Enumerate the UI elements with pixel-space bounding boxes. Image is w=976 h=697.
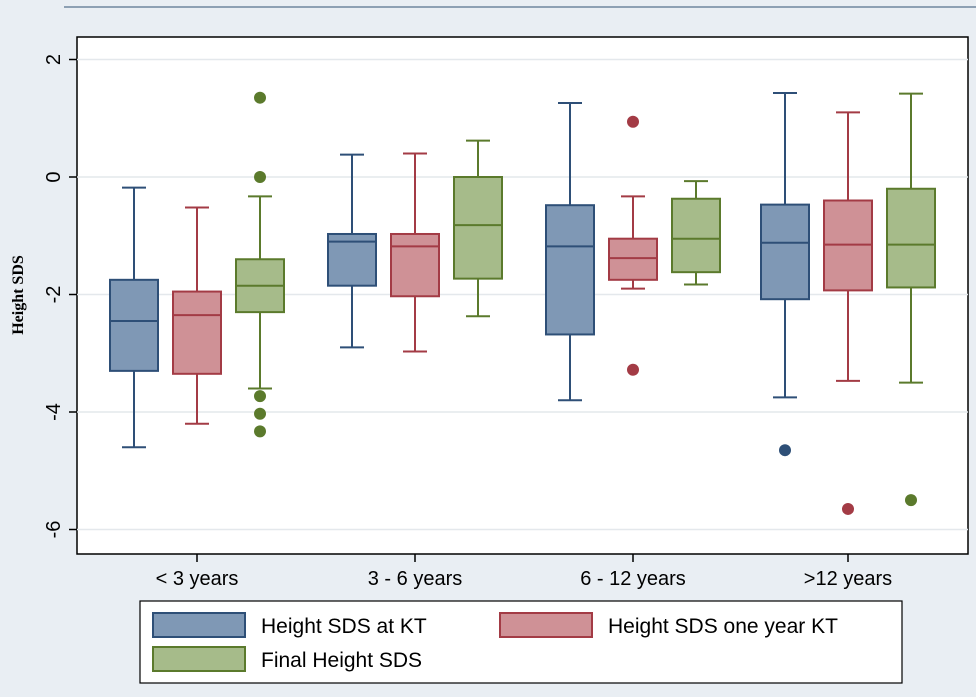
y-tick-label: -6 <box>43 521 65 539</box>
outlier-point <box>905 494 917 507</box>
legend-label: Height SDS at KT <box>261 615 427 638</box>
legend-label: Final Height SDS <box>261 649 422 672</box>
box-2-3 <box>608 115 658 376</box>
outlier-point <box>254 91 266 104</box>
y-axis-label: Height SDS <box>10 255 27 335</box>
legend-swatch <box>499 612 593 638</box>
legend-entry-1: Height SDS at KT <box>152 612 427 638</box>
box-2-4 <box>823 111 873 515</box>
y-tick-label: 2 <box>43 54 65 65</box>
x-tick-label: >12 years <box>804 568 892 590</box>
box-3-3 <box>671 180 721 286</box>
box-series <box>109 91 936 515</box>
iqr-box <box>760 203 810 301</box>
plot-area <box>76 36 969 555</box>
iqr-box <box>172 290 222 375</box>
outlier-point <box>779 444 791 457</box>
x-tick-label: 6 - 12 years <box>580 568 686 590</box>
box-1-4 <box>760 91 810 457</box>
box-3-1 <box>235 91 285 438</box>
iqr-box <box>109 278 159 372</box>
box-3-2 <box>453 139 503 318</box>
box-1-2 <box>327 153 377 349</box>
legend-swatch <box>152 646 246 672</box>
legend-entry-2: Height SDS one year KT <box>499 612 838 638</box>
y-tick-label: -2 <box>43 286 65 304</box>
outlier-point <box>254 390 266 403</box>
x-tick-label: 3 - 6 years <box>368 568 462 590</box>
iqr-box <box>390 232 440 298</box>
outlier-point <box>627 115 639 128</box>
outlier-point <box>842 502 854 515</box>
outlier-point <box>254 171 266 183</box>
y-tick-label: 0 <box>43 171 65 182</box>
legend: Height SDS at KT Height SDS one year KT Fi… <box>139 600 903 684</box>
outlier-point <box>254 407 266 420</box>
box-2-2 <box>390 152 440 353</box>
x-tick-label: < 3 years <box>156 568 239 590</box>
x-axis: < 3 years 3 - 6 years 6 - 12 years >12 year… <box>156 554 892 590</box>
iqr-box <box>671 197 721 274</box>
box-1-1 <box>109 186 159 449</box>
outlier-point <box>254 425 266 438</box>
outlier-point <box>627 363 639 376</box>
legend-entry-3: Final Height SDS <box>152 646 422 672</box>
iqr-box <box>545 204 595 336</box>
iqr-box <box>886 187 936 289</box>
legend-swatch <box>152 612 246 638</box>
y-axis: 2 0 -2 -4 -6 <box>43 54 77 538</box>
iqr-box <box>453 176 503 280</box>
iqr-box <box>608 237 658 281</box>
box-1-3 <box>545 101 595 402</box>
box-3-4 <box>886 92 936 507</box>
box-2-1 <box>172 206 222 425</box>
legend-label: Height SDS one year KT <box>608 615 838 638</box>
y-tick-label: -4 <box>43 403 65 421</box>
gridlines <box>77 58 968 531</box>
